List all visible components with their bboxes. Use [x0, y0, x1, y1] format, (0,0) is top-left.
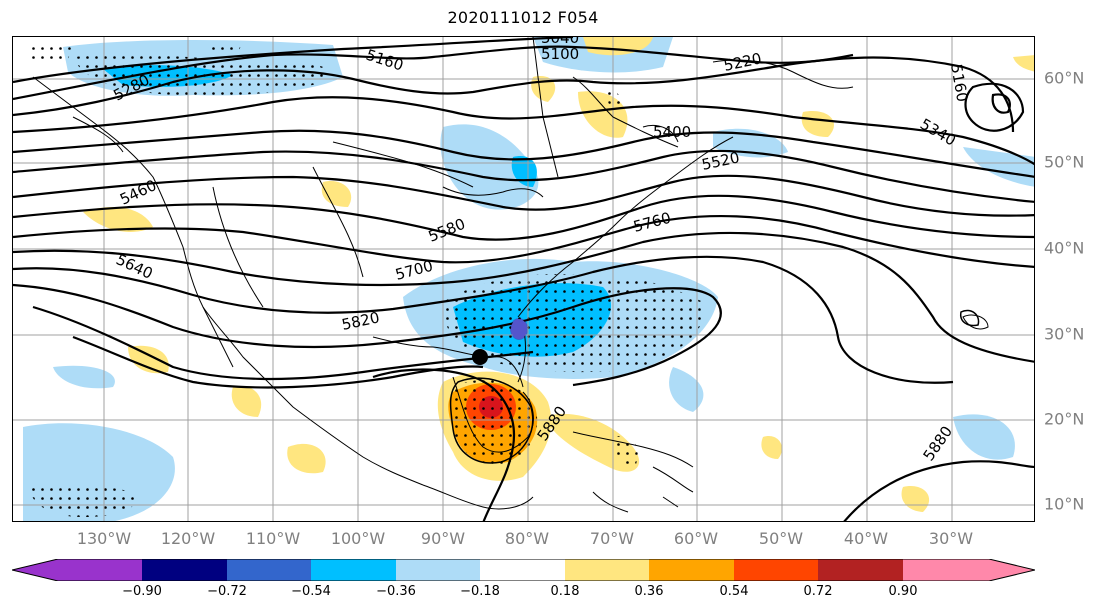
height-contours: [13, 37, 1034, 521]
colorbar-tick-label: 0.18: [550, 584, 580, 599]
contour-label: 5700: [393, 257, 435, 284]
colorbar-tick-label: −0.36: [376, 584, 416, 599]
colorbar-tick-label: 0.54: [719, 584, 749, 599]
colorbar-tick-label: 0.36: [634, 584, 664, 599]
latitude-label: 10°N: [1044, 494, 1085, 514]
cold-anomaly-marker: [511, 319, 527, 339]
colorbar-segment: [311, 559, 396, 581]
contour-label: 5040: [541, 37, 579, 47]
geopotential-height-map: 5160 5100 5040 5220 5160 5280 5340 5400 …: [13, 37, 1034, 521]
map-panel: 5160 5100 5040 5220 5160 5280 5340 5400 …: [12, 36, 1035, 522]
longitude-label: 120°W: [160, 529, 216, 548]
longitude-label: 50°W: [758, 529, 804, 548]
latitude-label: 20°N: [1044, 409, 1085, 429]
map-title: 2020111012 F054: [447, 8, 599, 27]
longitude-label: 110°W: [245, 529, 301, 548]
contour-label: 5100: [541, 45, 579, 63]
storm-center-marker: [472, 349, 488, 365]
latitude-label: 40°N: [1044, 238, 1085, 258]
colorbar-tick-label: 0.90: [888, 584, 918, 599]
colorbar-segment: [649, 559, 734, 581]
colorbar-segment: [227, 559, 311, 581]
contour-label: 5760: [631, 209, 673, 236]
colorbar-segment: [480, 559, 565, 581]
colorbar-tick-label: 0.72: [803, 584, 833, 599]
contour-label: 5160: [364, 46, 406, 75]
graticule: [13, 37, 1034, 521]
colorbar-tick-label: −0.18: [460, 584, 500, 599]
longitude-label: 40°W: [843, 529, 889, 548]
colorbar-segment: [818, 559, 903, 581]
colorbar-segment: [396, 559, 480, 581]
contour-label: 5340: [917, 115, 959, 150]
longitude-label: 100°W: [330, 529, 386, 548]
latitude-label: 60°N: [1044, 68, 1085, 88]
longitude-label: 30°W: [928, 529, 974, 548]
colorbar-segment: [142, 559, 227, 581]
contour-label: 5880: [920, 423, 957, 465]
colorbar-tick-label: −0.54: [291, 584, 331, 599]
colorbar-segment: [903, 559, 1035, 581]
colorbar-segment: [734, 559, 818, 581]
contour-label: 5400: [653, 123, 691, 141]
contour-label: 5460: [117, 176, 159, 208]
longitude-label: 90°W: [420, 529, 466, 548]
storm-center-markers: [472, 319, 527, 365]
longitude-label: 130°W: [76, 529, 132, 548]
latitude-label: 50°N: [1044, 152, 1085, 172]
contour-label: 5220: [722, 49, 763, 75]
latitude-label: 30°N: [1044, 324, 1085, 344]
longitude-label: 70°W: [589, 529, 635, 548]
colorbar-segment: [12, 559, 142, 581]
colorbar-tick-label: −0.72: [207, 584, 247, 599]
colorbar: [12, 559, 1035, 581]
longitude-label: 60°W: [673, 529, 719, 548]
contour-label: 5580: [426, 215, 468, 246]
colorbar-segment: [565, 559, 649, 581]
colorbar-tick-label: −0.90: [122, 584, 162, 599]
longitude-label: 80°W: [504, 529, 550, 548]
